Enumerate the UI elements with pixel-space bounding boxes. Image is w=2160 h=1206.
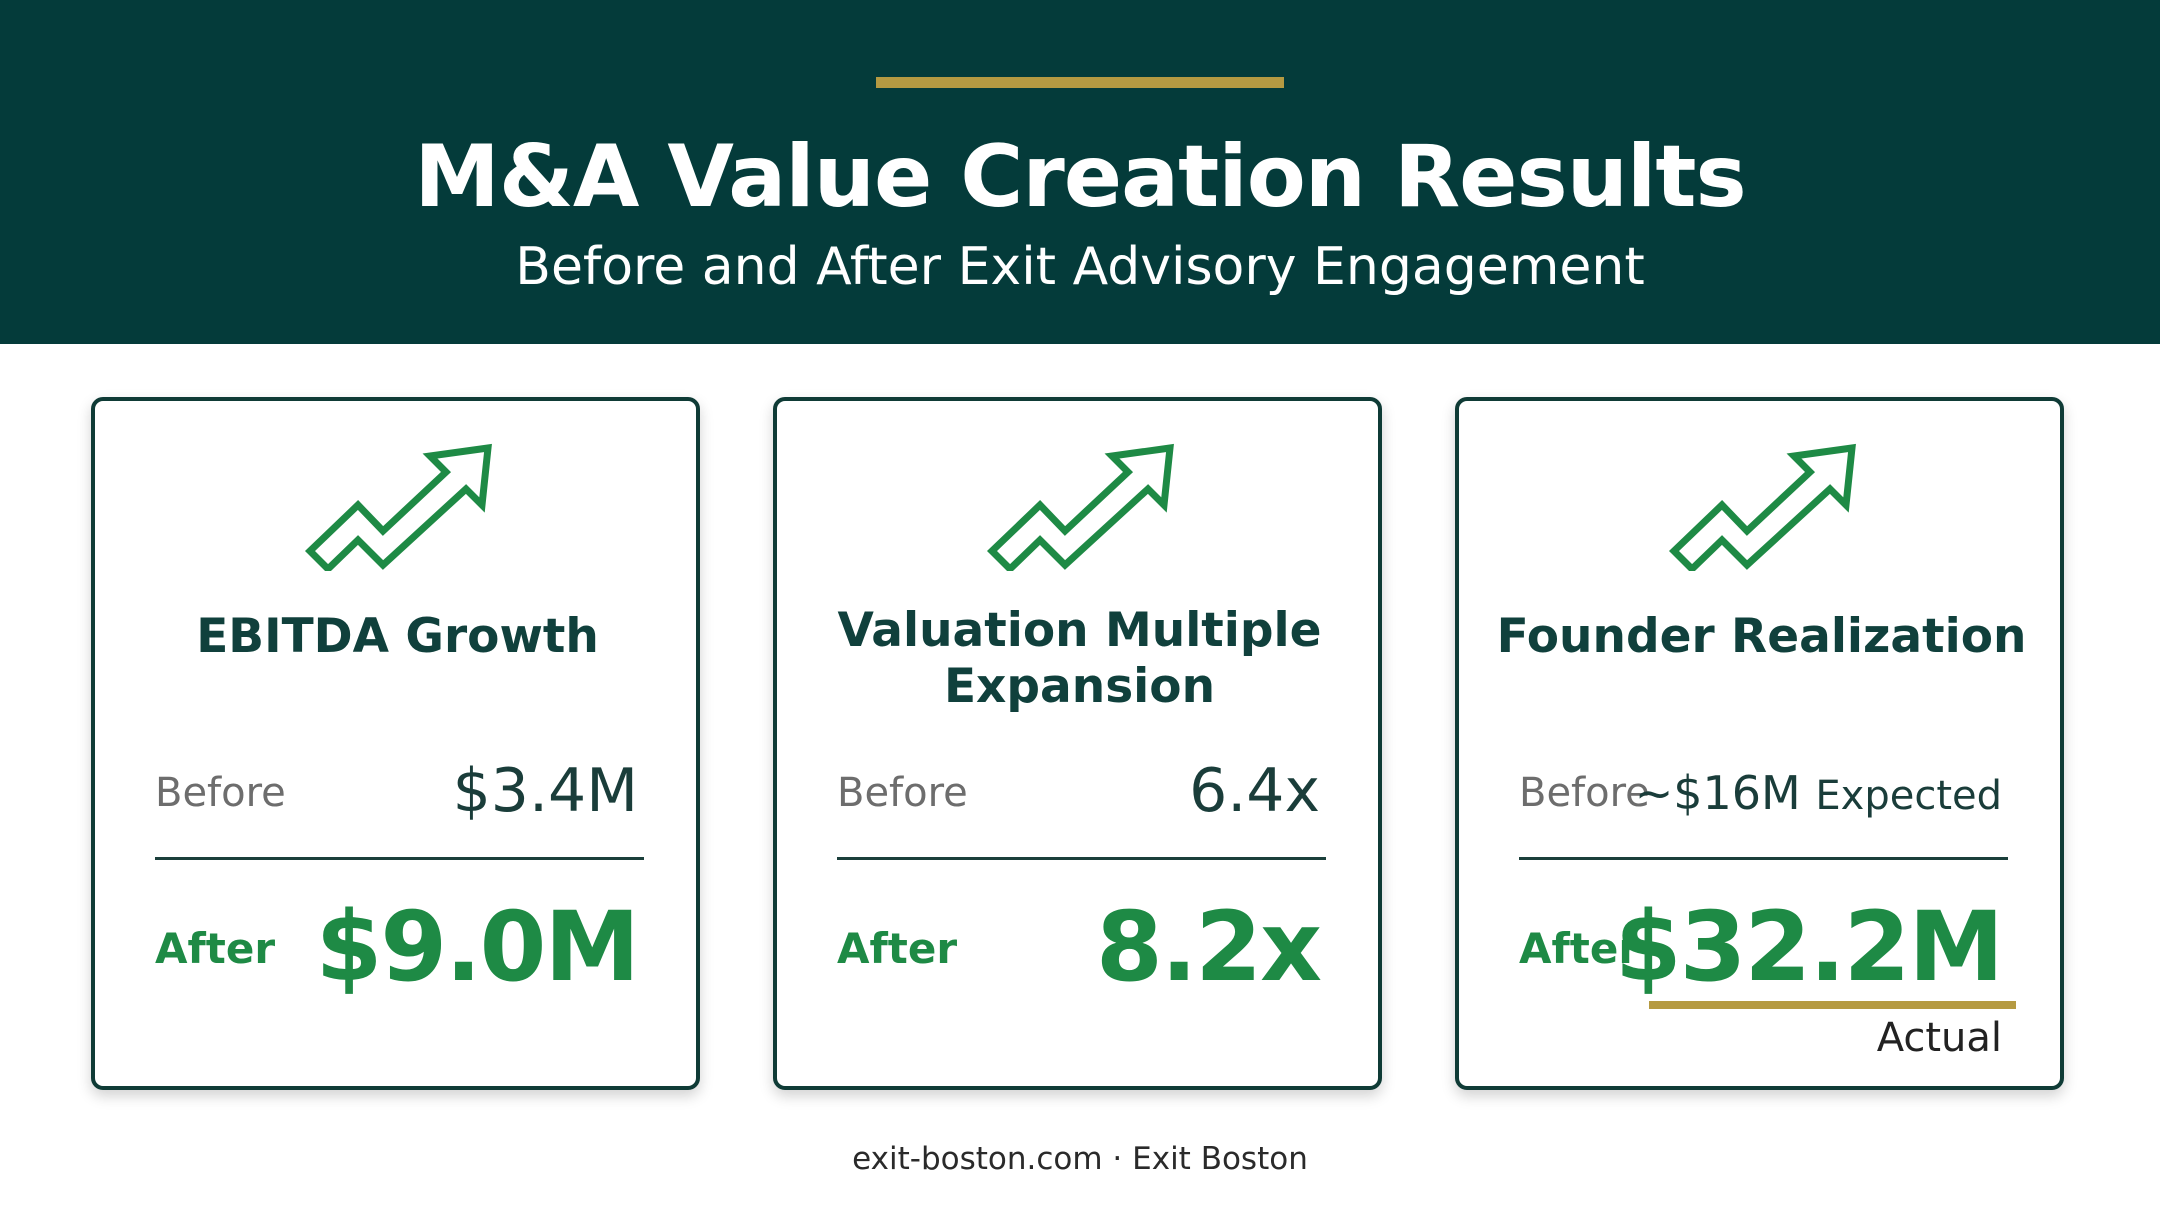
after-value-underline bbox=[1649, 1001, 2016, 1009]
trend-up-arrow-icon bbox=[1668, 443, 1856, 571]
after-value: $32.2M bbox=[1614, 891, 2004, 1003]
footer-credit: exit-boston.com · Exit Boston bbox=[852, 1141, 1308, 1177]
before-value-suffix: Expected bbox=[1815, 773, 2002, 819]
card-divider bbox=[155, 857, 644, 860]
after-label: After bbox=[1519, 924, 1640, 973]
metric-card-ebitda-growth: EBITDA Growth Before $3.4M After $9.0M bbox=[91, 397, 700, 1090]
page-subtitle: Before and After Exit Advisory Engagemen… bbox=[515, 237, 1645, 297]
metric-card-valuation-multiple: Valuation Multiple Expansion Before 6.4x… bbox=[773, 397, 1382, 1090]
card-divider bbox=[837, 857, 1326, 860]
card-heading: EBITDA Growth bbox=[196, 609, 599, 664]
after-label: After bbox=[837, 924, 958, 973]
before-value-group: ~$16M Expected bbox=[1635, 761, 2002, 828]
after-value: 8.2x bbox=[1096, 891, 1322, 1003]
trend-up-arrow-icon bbox=[304, 443, 492, 571]
after-value: $9.0M bbox=[315, 891, 640, 1003]
before-label: Before bbox=[837, 770, 968, 816]
before-value: 6.4x bbox=[1189, 756, 1320, 826]
header-banner: M&A Value Creation Results Before and Af… bbox=[0, 0, 2160, 344]
card-divider bbox=[1519, 857, 2008, 860]
metric-card-founder-realization: Founder Realization Before ~$16M Expecte… bbox=[1455, 397, 2064, 1090]
after-caption: Actual bbox=[1876, 1015, 2002, 1061]
card-heading: Founder Realization bbox=[1496, 609, 2027, 664]
page-title: M&A Value Creation Results bbox=[414, 127, 1746, 227]
card-heading: Valuation Multiple Expansion bbox=[837, 603, 1322, 714]
after-label: After bbox=[155, 924, 276, 973]
before-label: Before bbox=[1519, 770, 1650, 816]
trend-up-arrow-icon bbox=[986, 443, 1174, 571]
before-label: Before bbox=[155, 770, 286, 816]
header-accent-bar bbox=[876, 77, 1284, 88]
before-value: $3.4M bbox=[452, 756, 638, 826]
before-value: ~$16M bbox=[1634, 766, 1801, 820]
